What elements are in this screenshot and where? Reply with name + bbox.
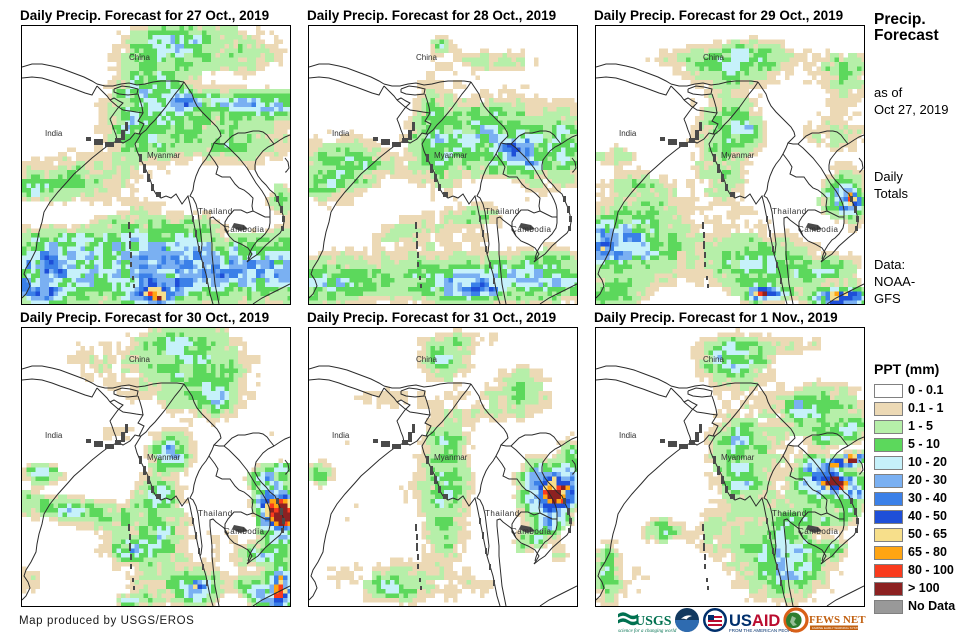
- svg-text:science for a changing world: science for a changing world: [618, 629, 677, 634]
- svg-text:USGS: USGS: [635, 614, 672, 629]
- svg-text:USAID: USAID: [729, 612, 780, 630]
- svg-text:FEWS NET: FEWS NET: [809, 614, 866, 626]
- svg-text:FAMINE EARLY WARNING SYSTEMS N: FAMINE EARLY WARNING SYSTEMS NETWORK: [812, 626, 866, 630]
- svg-text:FROM THE AMERICAN PEOPLE: FROM THE AMERICAN PEOPLE: [729, 628, 796, 633]
